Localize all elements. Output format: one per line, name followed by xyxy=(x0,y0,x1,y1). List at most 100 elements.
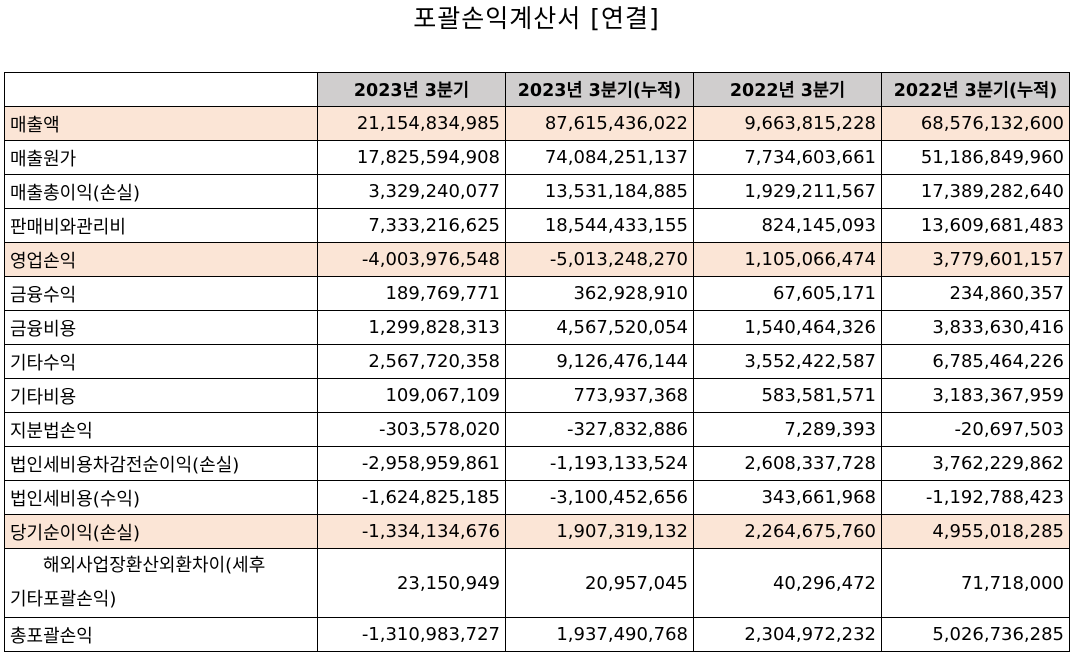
cell-value: 1,299,828,313 xyxy=(317,310,506,345)
cell-value: -20,697,503 xyxy=(881,412,1070,447)
column-header: 2022년 3분기 xyxy=(693,72,882,107)
cell-value: 109,067,109 xyxy=(317,378,506,413)
cell-value: -303,578,020 xyxy=(317,412,506,447)
row-label-line: 해외사업장환산외환차이(세후 xyxy=(43,555,266,576)
cell-value: -327,832,886 xyxy=(505,412,694,447)
header-blank-cell xyxy=(4,72,318,107)
table-row: 금융비용 1,299,828,313 4,567,520,054 1,540,4… xyxy=(4,310,1070,345)
cell-value: 7,333,216,625 xyxy=(317,208,506,243)
cell-value: -1,624,825,185 xyxy=(317,480,506,515)
table-row: 매출원가 17,825,594,908 74,084,251,137 7,734… xyxy=(4,140,1070,175)
cell-value: 3,833,630,416 xyxy=(881,310,1070,345)
column-header: 2023년 3분기(누적) xyxy=(505,72,694,107)
cell-value: 3,779,601,157 xyxy=(881,242,1070,277)
cell-value: 17,389,282,640 xyxy=(881,174,1070,209)
table-row: 법인세비용차감전순이익(손실) -2,958,959,861 -1,193,13… xyxy=(4,446,1070,481)
cell-value: -1,310,983,727 xyxy=(317,617,506,652)
cell-value: 6,785,464,226 xyxy=(881,344,1070,379)
cell-value: 1,937,490,768 xyxy=(505,617,694,652)
cell-value: 5,026,736,285 xyxy=(881,617,1070,652)
header-row: 2023년 3분기 2023년 3분기(누적) 2022년 3분기 2022년 … xyxy=(4,72,1070,107)
row-label: 당기순이익(손실) xyxy=(4,514,318,549)
table-row: 금융수익 189,769,771 362,928,910 67,605,171 … xyxy=(4,276,1070,311)
cell-value: 3,329,240,077 xyxy=(317,174,506,209)
cell-value: -1,334,134,676 xyxy=(317,514,506,549)
table-row: 기타수익 2,567,720,358 9,126,476,144 3,552,4… xyxy=(4,344,1070,379)
row-label: 기타수익 xyxy=(4,344,318,379)
cell-value: -2,958,959,861 xyxy=(317,446,506,481)
column-header: 2022년 3분기(누적) xyxy=(881,72,1070,107)
cell-value: -1,192,788,423 xyxy=(881,480,1070,515)
cell-value: -1,193,133,524 xyxy=(505,446,694,481)
row-label: 금융비용 xyxy=(4,310,318,345)
table-row: 당기순이익(손실) -1,334,134,676 1,907,319,132 2… xyxy=(4,514,1070,549)
table-row: 법인세비용(수익) -1,624,825,185 -3,100,452,656 … xyxy=(4,480,1070,515)
cell-value: 87,615,436,022 xyxy=(505,106,694,141)
cell-value: 362,928,910 xyxy=(505,276,694,311)
cell-value: 23,150,949 xyxy=(317,548,506,618)
cell-value: 343,661,968 xyxy=(693,480,882,515)
income-statement-table: 2023년 3분기 2023년 3분기(누적) 2022년 3분기 2022년 … xyxy=(4,72,1070,652)
row-label: 매출액 xyxy=(4,106,318,141)
cell-value: 68,576,132,600 xyxy=(881,106,1070,141)
cell-value: 583,581,571 xyxy=(693,378,882,413)
cell-value: 40,296,472 xyxy=(693,548,882,618)
cell-value: 773,937,368 xyxy=(505,378,694,413)
row-label: 판매비와관리비 xyxy=(4,208,318,243)
cell-value: 18,544,433,155 xyxy=(505,208,694,243)
row-label: 매출원가 xyxy=(4,140,318,175)
row-label: 법인세비용(수익) xyxy=(4,480,318,515)
table-row: 지분법손익 -303,578,020 -327,832,886 7,289,39… xyxy=(4,412,1070,447)
cell-value: 1,540,464,326 xyxy=(693,310,882,345)
table-row: 매출액 21,154,834,985 87,615,436,022 9,663,… xyxy=(4,106,1070,141)
row-label: 총포괄손익 xyxy=(4,617,318,652)
cell-value: 71,718,000 xyxy=(881,548,1070,618)
row-label: 매출총이익(손실) xyxy=(4,174,318,209)
cell-value: 1,105,066,474 xyxy=(693,242,882,277)
cell-value: 7,734,603,661 xyxy=(693,140,882,175)
page-title: 포괄손익계산서 [연결] xyxy=(413,4,660,33)
cell-value: -4,003,976,548 xyxy=(317,242,506,277)
cell-value: 13,531,184,885 xyxy=(505,174,694,209)
cell-value: 1,929,211,567 xyxy=(693,174,882,209)
cell-value: 3,762,229,862 xyxy=(881,446,1070,481)
cell-value: 13,609,681,483 xyxy=(881,208,1070,243)
cell-value: 4,955,018,285 xyxy=(881,514,1070,549)
cell-value: 67,605,171 xyxy=(693,276,882,311)
cell-value: 189,769,771 xyxy=(317,276,506,311)
cell-value: -5,013,248,270 xyxy=(505,242,694,277)
cell-value: -3,100,452,656 xyxy=(505,480,694,515)
cell-value: 2,304,972,232 xyxy=(693,617,882,652)
cell-value: 51,186,849,960 xyxy=(881,140,1070,175)
column-header: 2023년 3분기 xyxy=(317,72,506,107)
cell-value: 9,126,476,144 xyxy=(505,344,694,379)
cell-value: 234,860,357 xyxy=(881,276,1070,311)
table-row: 총포괄손익 -1,310,983,727 1,937,490,768 2,304… xyxy=(4,617,1070,652)
table-row: 판매비와관리비 7,333,216,625 18,544,433,155 824… xyxy=(4,208,1070,243)
table-row: 영업손익 -4,003,976,548 -5,013,248,270 1,105… xyxy=(4,242,1070,277)
cell-value: 74,084,251,137 xyxy=(505,140,694,175)
table-row: 매출총이익(손실) 3,329,240,077 13,531,184,885 1… xyxy=(4,174,1070,209)
row-label-line: 기타포괄손익) xyxy=(10,589,117,610)
cell-value: 2,608,337,728 xyxy=(693,446,882,481)
cell-value: 20,957,045 xyxy=(505,548,694,618)
cell-value: 7,289,393 xyxy=(693,412,882,447)
cell-value: 2,567,720,358 xyxy=(317,344,506,379)
cell-value: 2,264,675,760 xyxy=(693,514,882,549)
cell-value: 4,567,520,054 xyxy=(505,310,694,345)
cell-value: 17,825,594,908 xyxy=(317,140,506,175)
row-label: 금융수익 xyxy=(4,276,318,311)
cell-value: 21,154,834,985 xyxy=(317,106,506,141)
cell-value: 9,663,815,228 xyxy=(693,106,882,141)
row-label: 영업손익 xyxy=(4,242,318,277)
table-row: 기타비용 109,067,109 773,937,368 583,581,571… xyxy=(4,378,1070,413)
cell-value: 824,145,093 xyxy=(693,208,882,243)
row-label: 지분법손익 xyxy=(4,412,318,447)
row-label: 기타비용 xyxy=(4,378,318,413)
cell-value: 3,552,422,587 xyxy=(693,344,882,379)
cell-value: 3,183,367,959 xyxy=(881,378,1070,413)
row-label: 법인세비용차감전순이익(손실) xyxy=(4,446,318,481)
cell-value: 1,907,319,132 xyxy=(505,514,694,549)
